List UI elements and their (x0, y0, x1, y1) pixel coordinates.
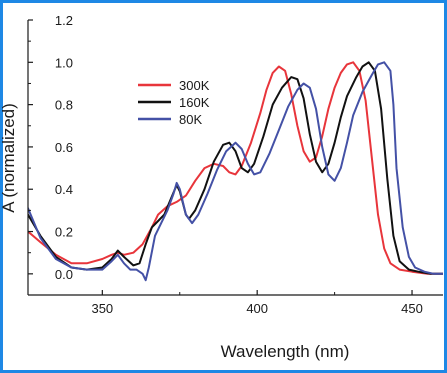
legend-label-300k: 300K (179, 78, 210, 93)
x-tick-label: 350 (91, 301, 113, 316)
y-axis-title: A (normalized) (0, 103, 18, 213)
legend-label-80k: 80K (179, 112, 202, 127)
y-tick-label: 1.0 (55, 55, 73, 70)
y-tick-label: 0.8 (55, 98, 73, 113)
series-line-160k (28, 61, 443, 275)
plot-area (28, 20, 443, 295)
x-tick-label: 400 (246, 301, 268, 316)
legend: 300K 160K 80K (138, 78, 210, 127)
y-tick-label: 0.6 (55, 140, 73, 155)
y-tick-label: 0.2 (55, 225, 73, 240)
series-line-300k (28, 61, 443, 275)
y-tick-label: 0.4 (55, 182, 73, 197)
ticks-layer: 350 400 450 0.0 0.2 0.4 0.6 0.8 1.0 1.2 (28, 13, 423, 316)
series-line-80k (28, 61, 443, 282)
y-tick-label: 0.0 (55, 267, 73, 282)
legend-label-160k: 160K (179, 95, 210, 110)
y-tick-label: 1.2 (55, 13, 73, 28)
x-tick-label: 450 (401, 301, 423, 316)
axes-layer (27, 20, 443, 296)
x-axis-title: Wavelength (nm) (221, 342, 350, 361)
series-layer (28, 61, 443, 282)
